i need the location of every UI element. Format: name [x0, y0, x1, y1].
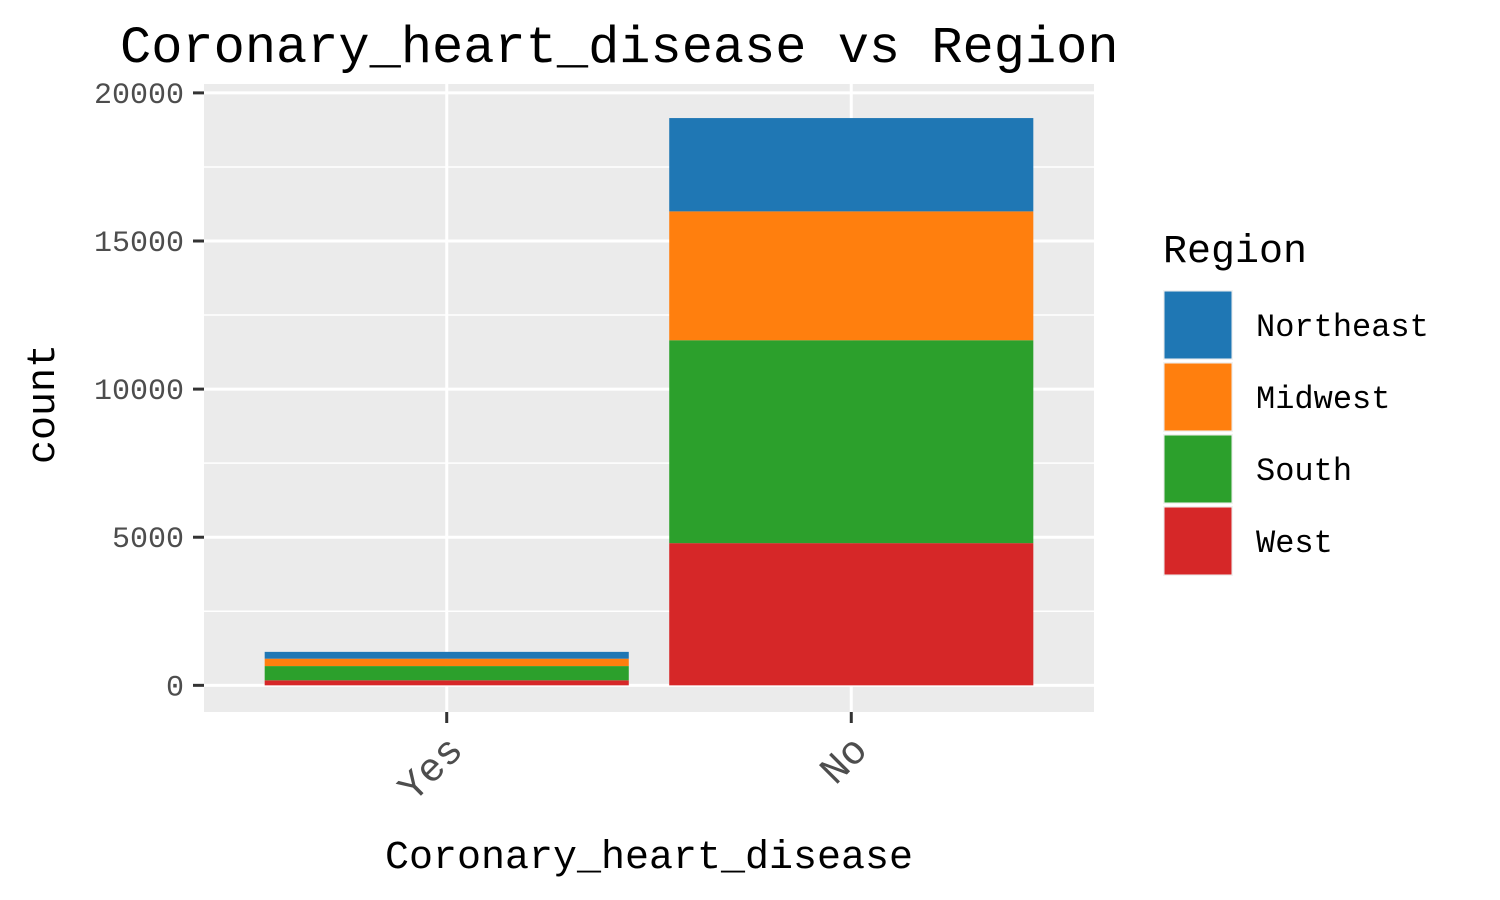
bar-segment-midwest [264, 658, 629, 667]
y-tick-label: 10000 [94, 375, 184, 409]
bars [264, 118, 1034, 686]
x-axis-title: Coronary_heart_disease [385, 836, 913, 881]
x-tick-label: No [813, 729, 879, 795]
legend-swatch-south [1164, 435, 1232, 503]
legend-swatch-midwest [1164, 363, 1232, 431]
x-tick-label: Yes [391, 729, 474, 812]
bar-segment-northeast [264, 651, 629, 659]
bar-segment-northeast [669, 118, 1034, 212]
legend-swatch-northeast [1164, 291, 1232, 359]
y-axis: 0 5000 10000 15000 20000 [94, 79, 204, 705]
bar-segment-south [669, 340, 1034, 544]
y-tick-label: 15000 [94, 227, 184, 261]
y-tick-label: 5000 [112, 523, 184, 557]
bar-segment-west [669, 543, 1034, 686]
bar-segment-midwest [669, 211, 1034, 341]
y-tick-label: 20000 [94, 79, 184, 113]
legend-label: South [1256, 453, 1352, 490]
bar-segment-south [264, 666, 629, 681]
y-axis-title: count [22, 344, 67, 464]
legend-title: Region [1163, 230, 1307, 275]
legend-label: Northeast [1256, 309, 1429, 346]
legend-swatch-west [1164, 507, 1232, 575]
chart-title: Coronary_heart_disease vs Region [120, 19, 1119, 78]
bar-segment-west [264, 680, 629, 686]
plot-panel [204, 84, 1094, 712]
legend-label: West [1256, 525, 1333, 562]
legend: Region Northeast Midwest South West [1163, 230, 1429, 576]
legend-label: Midwest [1256, 381, 1390, 418]
x-axis: Yes No [391, 712, 878, 812]
y-tick-label: 0 [166, 671, 184, 705]
